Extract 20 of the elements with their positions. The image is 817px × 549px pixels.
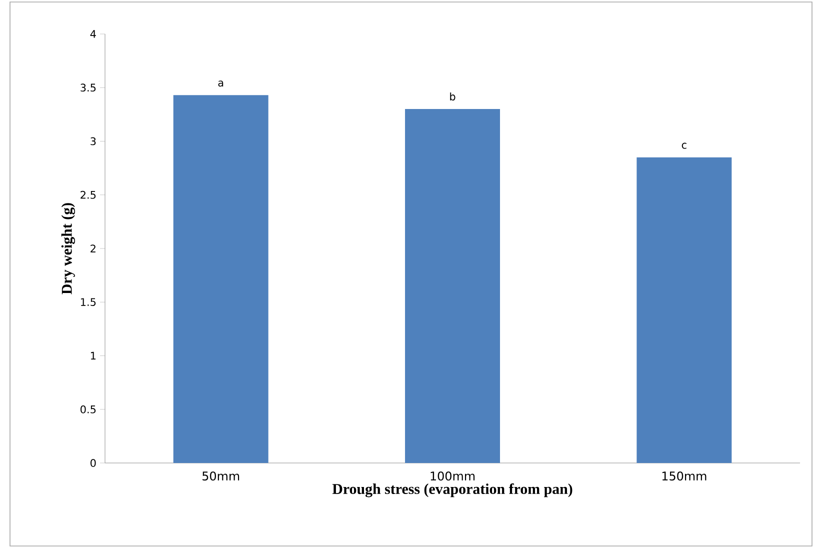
annotation: a bbox=[218, 80, 224, 87]
y-tick-label: 3 bbox=[90, 137, 96, 146]
y-tick-label: 0 bbox=[90, 459, 96, 467]
y-tick-label: 4 bbox=[90, 30, 96, 38]
x-tick-label: 150mm bbox=[662, 472, 706, 481]
y-tick-label: 2 bbox=[90, 244, 96, 252]
bar bbox=[636, 157, 732, 463]
y-tick-label: 2.5 bbox=[80, 190, 96, 199]
bar bbox=[405, 109, 500, 463]
y-axis-title: Dry weight (g) bbox=[61, 203, 76, 294]
bar bbox=[173, 95, 268, 463]
y-tick-label: 3.5 bbox=[80, 84, 96, 92]
y-tick-label: 1.5 bbox=[80, 298, 96, 306]
x-tick-label: 50mm bbox=[202, 472, 240, 481]
x-axis-title: Drough stress (evaporation from pan) bbox=[332, 483, 572, 498]
y-tick-label: 1 bbox=[90, 352, 96, 360]
annotation: c bbox=[682, 142, 686, 149]
y-tick-label: 0.5 bbox=[80, 405, 96, 414]
annotation: b bbox=[450, 92, 456, 101]
x-tick-label: 100mm bbox=[430, 472, 475, 481]
